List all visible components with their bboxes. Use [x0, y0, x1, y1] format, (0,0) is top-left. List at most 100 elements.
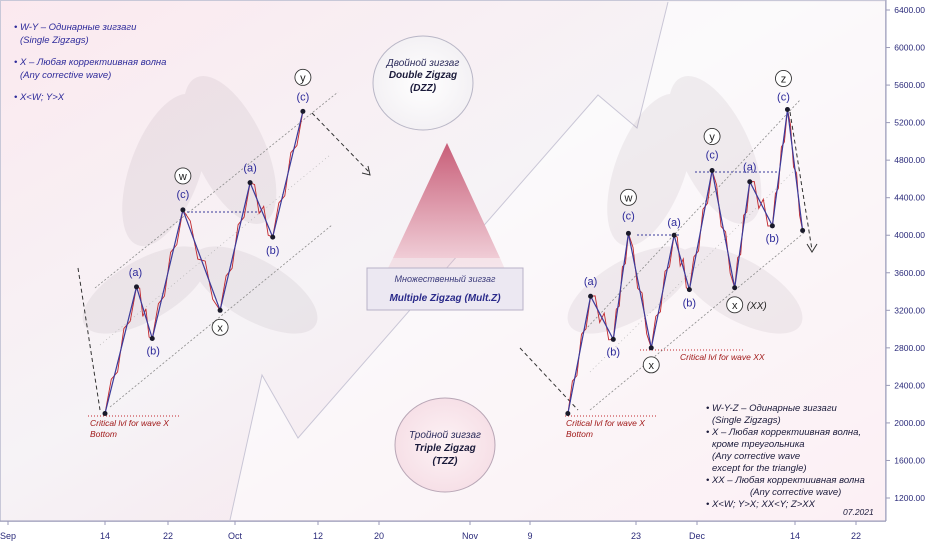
right-channel-lower: [589, 231, 806, 411]
tzz-oval: [394, 397, 496, 493]
left-channel-mid: [99, 154, 331, 346]
left-bottom-label: Bottom: [90, 429, 117, 439]
right-wave-xx-label-circle: [726, 296, 744, 314]
series-layer: [102, 106, 806, 417]
legend-right: • W-Y-Z – Одинарные зигзаги (Single Zigz…: [706, 403, 865, 510]
dzz-ru-label: Двойной зигзаг: [386, 58, 460, 69]
tzz-ru-label: Тройной зигзаг: [409, 430, 481, 441]
series-2-point: [709, 167, 715, 173]
legend-left-line5: • X<W; Y>X: [14, 92, 65, 103]
x-tick-label: Sep: [0, 531, 16, 541]
series-1-point: [270, 234, 276, 240]
left-wave-a2-label: (a): [243, 163, 256, 175]
zigzag-diagram: Двойной зигзаг Double Zigzag (DZZ) Множе…: [366, 35, 524, 493]
y-tick-label: 5600.00: [894, 80, 925, 90]
right-wave-c2-label: (c): [706, 149, 719, 161]
legend-left: • W-Y – Одинарные зигзаги (Single Zigzag…: [14, 22, 166, 103]
x-tick-label: 9: [527, 531, 532, 541]
tzz-en-label: Triple Zigzag: [414, 443, 476, 454]
left-critical-label: Critical lvl for wave X: [90, 418, 169, 428]
y-tick-label: 4000.00: [894, 230, 925, 240]
y-tick-label: 2000.00: [894, 418, 925, 428]
x-tick-label: Nov: [462, 531, 479, 541]
left-wave-a-label: (a): [129, 267, 142, 279]
series-1-point: [102, 411, 108, 417]
right-critical-label: Critical lvl for wave X: [566, 418, 645, 428]
left-structure: [77, 91, 371, 417]
right-wave-b2-label: (b): [683, 298, 696, 310]
left-channel-upper: [94, 91, 339, 289]
x-tick-label: 20: [374, 531, 384, 541]
series-2-point: [588, 293, 594, 299]
x-tick-label: 12: [313, 531, 323, 541]
series-2-point: [565, 411, 571, 417]
series-2-point: [769, 223, 775, 229]
legend-right-line5: (Any corrective wave: [712, 451, 800, 462]
right-wave-z-label: z: [781, 73, 787, 85]
right-wave-c3-label: (c): [777, 91, 790, 103]
y-tick-label: 2800.00: [894, 343, 925, 353]
series-2-point: [686, 287, 692, 293]
series-2-point: [671, 232, 677, 238]
legend-right-line7: • XX – Любая корректиивная волна: [706, 475, 865, 486]
y-tick-label: 5200.00: [894, 118, 925, 128]
series-1-point: [247, 180, 253, 186]
date-stamp: 07.2021: [843, 507, 874, 517]
left-wave-b-label: (b): [147, 345, 160, 357]
y-tick-label: 4400.00: [894, 193, 925, 203]
mult-zigzag-box: [366, 267, 524, 311]
right-wave-c-label: (c): [622, 210, 635, 222]
x-tick-label: 14: [790, 531, 800, 541]
y-tick-label: 2400.00: [894, 380, 925, 390]
legend-right-line8: (Any corrective wave): [750, 487, 841, 498]
x-axis-ticks: Sep 14 22 Oct 12 20 Nov 9 23 Dec 14 22: [0, 521, 861, 541]
left-wave-x-label: x: [217, 322, 223, 334]
left-wave-x-label-circle: [211, 318, 229, 336]
right-exit-arrow: [789, 111, 813, 251]
series-2-point: [784, 106, 790, 112]
series-2-point: [747, 179, 753, 185]
legend-right-line9: • X<W; Y>X; XX<Y; Z>XX: [706, 499, 816, 510]
x-tick-label: Dec: [689, 531, 706, 541]
series-1-point: [180, 207, 186, 213]
right-wave-y-label: y: [709, 131, 715, 143]
legend-left-line1: • W-Y – Одинарные зигзаги: [14, 22, 137, 33]
legend-left-line4: (Any corrective wave): [20, 70, 111, 81]
left-wave-y-label: y: [300, 72, 306, 84]
dzz-en-label: Double Zigzag: [389, 70, 457, 81]
x-tick-label: 22: [163, 531, 173, 541]
left-wave-c2-label: (c): [296, 91, 309, 103]
x-tick-label: 23: [631, 531, 641, 541]
mult-ru-label: Множественный зигзаг: [395, 274, 497, 284]
right-xx-text: (XX): [747, 301, 767, 312]
y-tick-label: 3600.00: [894, 268, 925, 278]
left-wave-c-label: (c): [176, 189, 189, 201]
right-wave-a-label: (a): [584, 276, 597, 288]
y-tick-label: 4800.00: [894, 155, 925, 165]
right-wave-a3-label: (a): [743, 162, 756, 174]
series-2-point: [732, 285, 738, 291]
left-wave-w-label-circle: [174, 167, 192, 185]
right-wave-b-label: (b): [607, 346, 620, 358]
x-tick-label: Oct: [228, 531, 243, 541]
left-wave-b2-label: (b): [266, 245, 279, 257]
legend-right-line4: кроме треугольника: [712, 439, 805, 450]
right-wave-y-label-circle: [703, 128, 721, 145]
y-tick-label: 6400.00: [894, 5, 925, 15]
series-1-point: [300, 108, 306, 114]
right-wave-w-label-circle: [619, 188, 637, 206]
y-tick-label: 1200.00: [894, 493, 925, 503]
series-2-point: [648, 345, 654, 351]
legend-left-line3: • X – Любая корректиивная волна: [14, 57, 166, 68]
right-wave-x-label-circle: [642, 356, 660, 374]
series-1-point: [149, 335, 155, 341]
left-entry-arrow: [77, 267, 101, 411]
legend-right-line3: • X – Любая корректиивная волна,: [706, 427, 861, 438]
legend-right-line1: • W-Y-Z – Одинарные зигзаги: [706, 403, 838, 414]
right-exit-arrowhead: [806, 243, 818, 253]
legend-right-line2: (Single Zigzags): [712, 415, 781, 426]
mult-en-label: Multiple Zigzag (Mult.Z): [389, 293, 501, 304]
right-critical-xx-label: Critical lvl for wave XX: [680, 352, 765, 362]
